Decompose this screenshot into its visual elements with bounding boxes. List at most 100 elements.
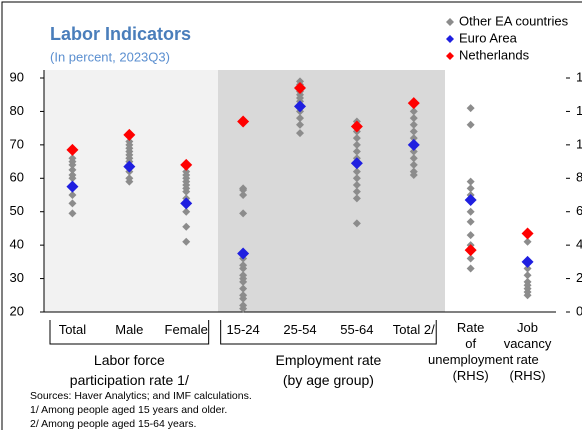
y2-tick-label: 4 [576,237,582,252]
marker [409,167,418,176]
marker [68,199,77,208]
footnote: 1/ Among people aged 15 years and older. [30,404,228,416]
marker [464,244,477,257]
marker [466,254,475,263]
marker [352,219,361,228]
marker [521,255,534,268]
marker [352,134,361,143]
group-label: Employment rate (by age group) [275,352,382,388]
marker [68,191,77,199]
y-tick-label: 60 [10,170,24,185]
marker [352,187,361,196]
y-tick-label: 50 [10,203,24,218]
marker [466,120,475,129]
marker [296,114,304,123]
marker [239,191,248,199]
marker [68,154,77,163]
y-tick-label: 20 [10,303,24,318]
marker [180,158,193,171]
marker [239,209,248,218]
y2-tick-label: 2 [576,270,582,285]
marker [409,154,418,163]
marker [350,120,363,133]
marker [409,127,418,136]
marker [239,271,248,280]
x-tick-label: 15-24 [226,322,260,337]
marker [182,222,191,231]
marker [182,167,191,176]
marker [68,209,77,218]
y-tick-label: 30 [10,270,24,285]
marker [68,170,77,179]
x-tick-label: 55-64 [340,322,374,337]
marker [407,138,420,151]
marker [523,237,532,246]
x-tick-label: Total [58,322,87,337]
band-dark [218,70,445,312]
marker [125,137,134,146]
marker [239,301,248,310]
marker [466,104,475,113]
chart-subtitle: (In percent, 2023Q3) [50,49,170,64]
legend-label: Other EA countries [459,13,569,28]
marker [352,167,361,176]
y2-tick-label: 0 [576,303,582,318]
marker [294,100,306,113]
y-tick-label: 90 [10,69,24,84]
marker [239,291,248,300]
marker [294,82,306,95]
x-tick-label: Female [164,322,208,337]
y2-tick-label: 12 [576,103,582,118]
marker [66,143,79,156]
marker [296,120,304,129]
marker [523,277,532,286]
marker [123,128,136,141]
marker [352,194,361,203]
y2-tick-label: 6 [576,203,582,218]
marker [123,160,136,173]
marker [466,264,475,273]
marker [409,147,418,156]
marker [182,237,191,246]
marker [352,174,361,183]
marker [466,231,475,240]
marker [409,134,418,143]
legend-label: Euro Area [459,30,518,45]
marker [352,140,361,149]
marker [409,114,418,123]
marker [464,194,477,207]
marker [68,165,77,174]
marker [466,177,475,186]
legend-label: Netherlands [459,47,530,62]
footnote: Sources: Haver Analytics; and IMF calcul… [30,390,252,402]
marker [523,271,532,280]
marker [352,180,361,189]
y2-tick-label: 8 [576,170,582,185]
band-light [44,70,218,312]
marker [237,247,250,260]
marker [466,217,475,226]
marker [409,160,418,169]
marker [466,184,475,193]
group-bracket [220,320,437,345]
y2-tick-label: 14 [576,69,582,84]
y-tick-label: 40 [10,237,24,252]
marker [409,120,418,129]
marker [352,147,361,156]
marker [237,115,250,128]
marker [180,197,193,210]
marker [296,77,304,86]
footnote: 2/ Among people aged 15-64 years. [30,418,197,430]
marker [66,180,79,193]
x-tick-label: Job vacancy rate (RHS) [503,320,552,383]
marker [239,261,248,270]
marker [296,129,304,138]
marker [350,157,363,170]
legend-marker [446,35,454,43]
x-tick-label: Male [115,322,144,337]
x-tick-label: Total 2/ [392,322,435,337]
marker [239,284,248,293]
y-tick-label: 70 [10,136,24,151]
